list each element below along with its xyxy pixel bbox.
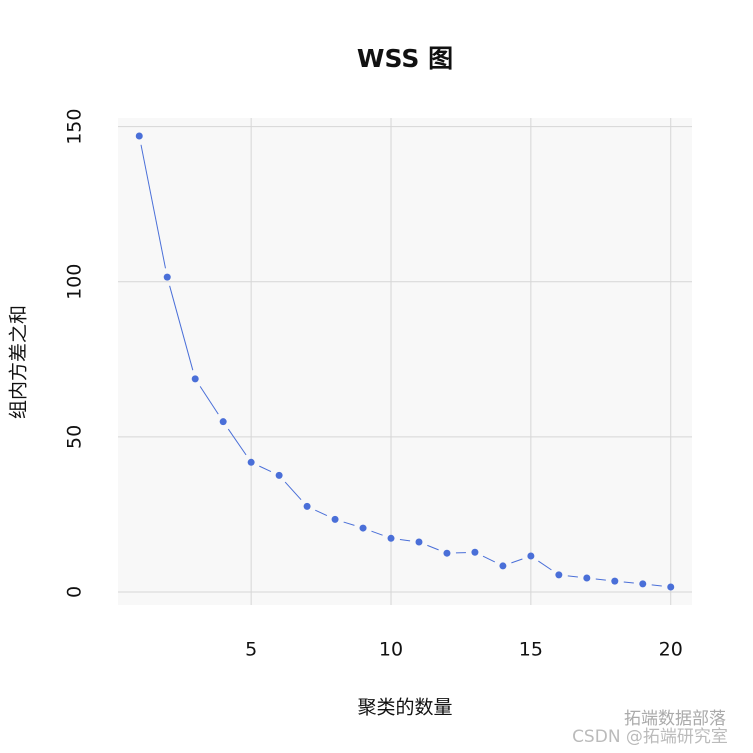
point [443, 549, 451, 557]
point [247, 458, 255, 466]
point [611, 577, 619, 585]
point [583, 574, 591, 582]
line-segment [227, 428, 247, 456]
line-segment [511, 558, 523, 564]
point [499, 562, 507, 570]
point [359, 524, 367, 532]
plot-background [118, 118, 692, 605]
chart-title: WSS 图 [357, 44, 453, 73]
line-segment [623, 581, 634, 584]
point [667, 583, 675, 591]
x-tick-label: 20 [659, 639, 683, 661]
line-segment [315, 509, 328, 517]
y-tick-label: 0 [64, 586, 86, 598]
point [415, 538, 423, 546]
x-tick-label: 10 [379, 639, 403, 661]
line-segment [371, 530, 383, 536]
y-tick-label: 100 [64, 264, 86, 300]
line-segment [651, 584, 662, 587]
point [331, 515, 339, 523]
line-segment [538, 560, 552, 571]
line-segment [169, 285, 194, 371]
line-segment [595, 578, 606, 581]
point [135, 132, 143, 140]
line-segment [427, 544, 439, 551]
line-segment [343, 521, 355, 526]
point [527, 552, 535, 560]
line-segment [482, 555, 496, 563]
y-tick-label: 150 [64, 109, 86, 145]
y-tick-label: 50 [64, 425, 86, 449]
line-segment [140, 144, 166, 269]
line-segment [259, 465, 272, 472]
line-segment [284, 481, 302, 501]
point [275, 471, 283, 479]
x-axis-label: 聚类的数量 [357, 697, 452, 719]
point [163, 273, 171, 281]
point [303, 502, 311, 510]
x-tick-label: 15 [519, 639, 543, 661]
watermark: CSDN @拓端研究室 [572, 727, 728, 747]
point [219, 418, 227, 426]
y-axis-label: 组内方差之和 [8, 305, 30, 419]
point [639, 580, 647, 588]
line-segment [567, 575, 578, 578]
line-segment [199, 386, 219, 415]
point [555, 571, 563, 579]
x-tick-label: 5 [245, 639, 257, 661]
line-segment [399, 539, 411, 542]
point [471, 548, 479, 556]
point [387, 534, 395, 542]
watermark: 拓端数据部落 [624, 709, 726, 729]
point [191, 375, 199, 383]
